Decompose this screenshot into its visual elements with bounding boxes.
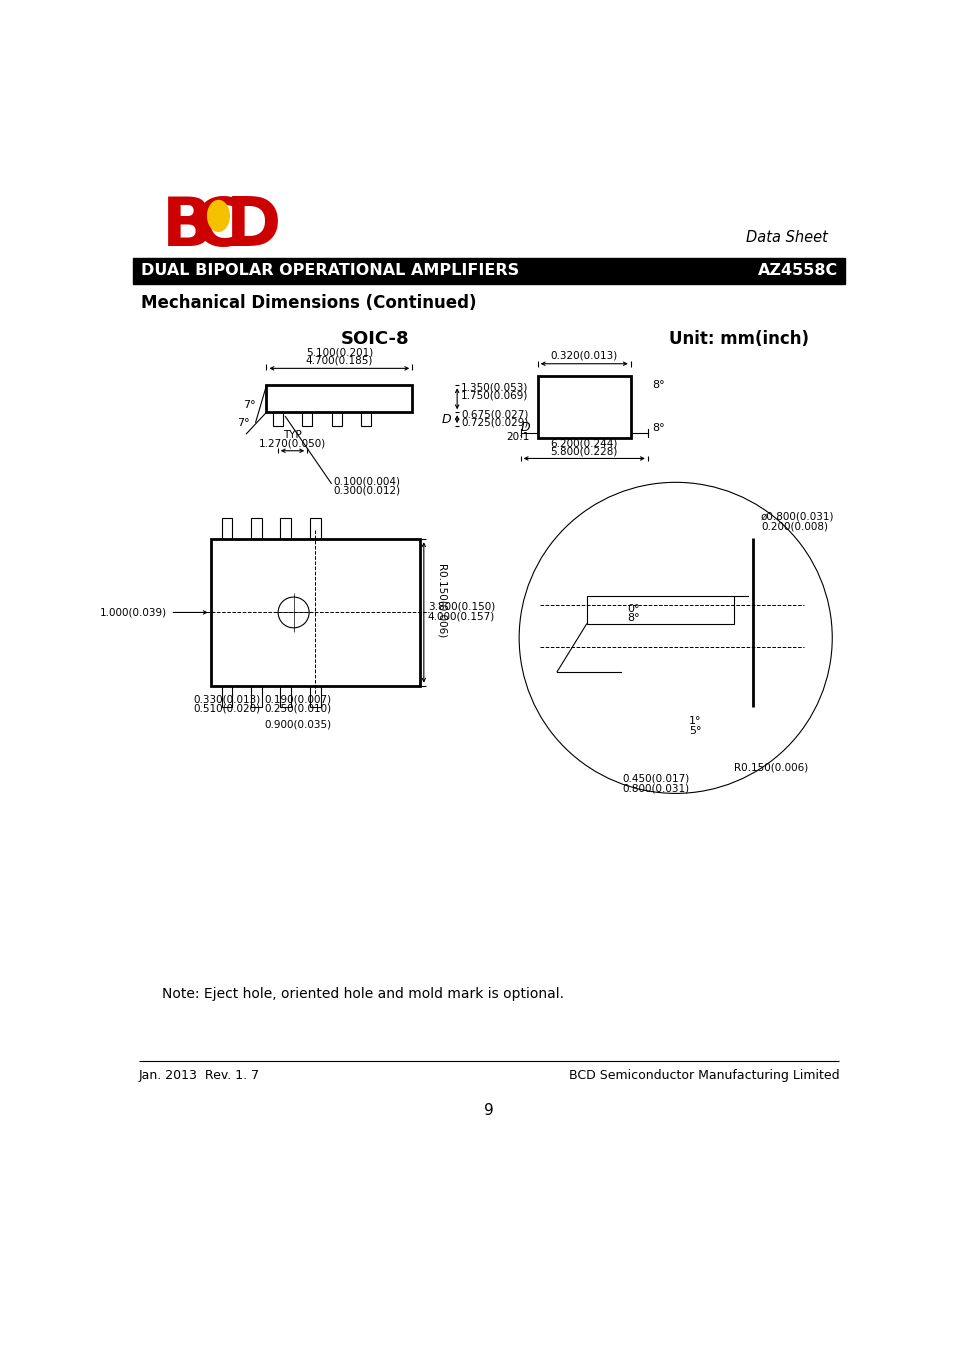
Text: 4.700(0.185): 4.700(0.185) [305, 355, 373, 366]
Text: 0.300(0.012): 0.300(0.012) [333, 486, 400, 495]
Ellipse shape [208, 201, 229, 231]
Bar [273, 412, 282, 427]
Text: R0.150(0.006): R0.150(0.006) [436, 564, 447, 639]
Text: D: D [519, 421, 530, 435]
Text: SOIC-8: SOIC-8 [340, 329, 409, 348]
Text: Note: Eject hole, oriented hole and mold mark is optional.: Note: Eject hole, oriented hole and mold… [162, 987, 563, 1002]
Text: 0.330(0.013): 0.330(0.013) [193, 694, 260, 705]
Text: 1.350(0.053): 1.350(0.053) [460, 382, 528, 393]
Bar [332, 412, 341, 427]
Text: 1.000(0.039): 1.000(0.039) [100, 608, 167, 617]
Text: Mechanical Dimensions (Continued): Mechanical Dimensions (Continued) [141, 294, 476, 312]
Text: 9: 9 [483, 1103, 494, 1118]
Bar [586, 595, 733, 624]
Text: 1°: 1° [688, 716, 700, 726]
Text: 7°: 7° [236, 418, 250, 428]
Bar [251, 686, 261, 707]
Text: 0.200(0.008): 0.200(0.008) [760, 522, 827, 532]
Text: 1.750(0.069): 1.750(0.069) [460, 390, 528, 401]
Text: TYP: TYP [283, 431, 301, 440]
Text: 0.250(0.010): 0.250(0.010) [264, 703, 331, 714]
Text: 0.725(0.029): 0.725(0.029) [460, 417, 528, 427]
Bar [302, 412, 312, 427]
Text: 0.675(0.027): 0.675(0.027) [460, 409, 528, 420]
Text: 0.100(0.004): 0.100(0.004) [333, 477, 399, 486]
Text: 0.800(0.031): 0.800(0.031) [622, 784, 689, 794]
Bar [266, 385, 412, 412]
Text: D: D [226, 194, 281, 261]
Text: Unit: mm(inch): Unit: mm(inch) [669, 329, 808, 348]
Text: C: C [193, 194, 242, 261]
Text: AZ4558C: AZ4558C [758, 263, 838, 278]
Text: DUAL BIPOLAR OPERATIONAL AMPLIFIERS: DUAL BIPOLAR OPERATIONAL AMPLIFIERS [141, 263, 518, 278]
Text: Data Sheet: Data Sheet [745, 230, 827, 246]
Text: 5°: 5° [688, 726, 700, 736]
Text: 7°: 7° [243, 400, 255, 409]
Text: 5.100(0.201): 5.100(0.201) [305, 348, 373, 358]
Text: 0.900(0.035): 0.900(0.035) [264, 720, 331, 729]
Text: D: D [441, 413, 451, 425]
Bar [280, 686, 291, 707]
Text: 0.450(0.017): 0.450(0.017) [622, 774, 689, 784]
Text: 8°: 8° [652, 381, 664, 390]
Bar [133, 258, 843, 284]
Text: 0.190(0.007): 0.190(0.007) [264, 694, 331, 705]
Bar [537, 377, 630, 437]
Bar [221, 518, 233, 539]
Text: R0.150(0.006): R0.150(0.006) [733, 763, 807, 772]
Bar [310, 686, 320, 707]
Text: 0.510(0.020): 0.510(0.020) [193, 703, 260, 714]
Text: BCD Semiconductor Manufacturing Limited: BCD Semiconductor Manufacturing Limited [568, 1069, 839, 1083]
Text: ø0.800(0.031): ø0.800(0.031) [760, 512, 834, 521]
Bar [251, 518, 261, 539]
Text: 3.800(0.150): 3.800(0.150) [427, 601, 495, 612]
Text: 8°: 8° [652, 424, 664, 433]
Bar [211, 539, 419, 686]
Text: Jan. 2013  Rev. 1. 7: Jan. 2013 Rev. 1. 7 [138, 1069, 259, 1083]
Text: 0°: 0° [626, 603, 639, 614]
Text: B: B [162, 194, 213, 261]
Text: 20:1: 20:1 [506, 432, 530, 441]
Bar [360, 412, 371, 427]
Text: 5.800(0.228): 5.800(0.228) [550, 447, 618, 456]
Text: 8°: 8° [626, 613, 639, 622]
Text: 4.000(0.157): 4.000(0.157) [427, 612, 495, 621]
Text: 1.270(0.050): 1.270(0.050) [258, 437, 326, 448]
Bar [221, 686, 233, 707]
Text: 0.320(0.013): 0.320(0.013) [550, 350, 618, 360]
Bar [280, 518, 291, 539]
Text: 6.200(0.244): 6.200(0.244) [550, 439, 618, 448]
Bar [310, 518, 320, 539]
